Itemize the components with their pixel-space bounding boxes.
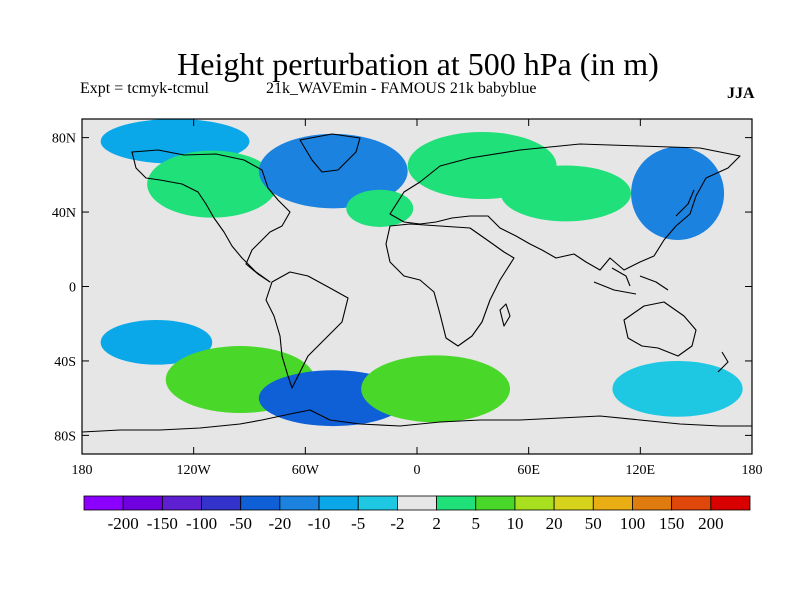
colorbar-label: -2	[390, 514, 404, 533]
colorbar-swatch	[279, 495, 320, 511]
colorbar-label: 20	[546, 514, 563, 533]
experiment-name-label: 21k_WAVEmin - FAMOUS 21k babyblue	[266, 80, 537, 97]
colorbar-label: 50	[585, 514, 602, 533]
coast-eurasia	[389, 143, 741, 271]
coast-japan	[675, 189, 695, 217]
season-label: JJA	[727, 85, 755, 102]
coast-madagascar	[499, 303, 511, 327]
colorbar-swatch	[318, 495, 359, 511]
colorbar-swatch	[83, 495, 124, 511]
colorbar-label: 200	[698, 514, 724, 533]
x-tick-label: 180	[742, 463, 763, 478]
anomaly-region-north-america-high	[147, 150, 278, 218]
x-tick-label: 180	[72, 463, 93, 478]
colorbar-swatch	[710, 495, 751, 511]
y-tick-label: 0	[69, 281, 76, 296]
coast-africa	[385, 223, 515, 347]
colorbar-swatch	[592, 495, 633, 511]
colorbar-swatch	[514, 495, 555, 511]
colorbar-swatch	[475, 495, 516, 511]
x-tick-label: 60W	[292, 463, 320, 478]
colorbar-swatch	[671, 495, 712, 511]
colorbar: -200 -150 -100 -50 -20 -10 -5 -2 2 5 10 20 50 100 150 2…	[83, 495, 751, 533]
y-tick-label: 40S	[54, 355, 76, 370]
colorbar-swatch	[122, 495, 163, 511]
anomaly-region-south-atlantic-high	[361, 355, 511, 423]
colorbar-label: -50	[229, 514, 252, 533]
colorbar-swatch	[632, 495, 673, 511]
coast-south-america	[265, 271, 349, 389]
colorbar-swatch	[357, 495, 398, 511]
anomaly-region-australia-low	[612, 360, 743, 417]
coast-australia	[623, 301, 697, 357]
colorbar-label: 10	[506, 514, 523, 533]
colorbar-label: -10	[308, 514, 331, 533]
y-tick-label: 80S	[54, 429, 76, 444]
experiment-label: Expt = tcmyk-tcmul	[80, 80, 209, 97]
anomaly-region-south-pacific-low	[100, 320, 213, 365]
colorbar-label: 100	[620, 514, 646, 533]
anomaly-regions	[82, 119, 743, 427]
coast-greenland	[299, 133, 361, 173]
anomaly-region-east-asia-low	[631, 146, 725, 240]
colorbar-label: -150	[147, 514, 178, 533]
anomaly-region-indian-ocean-low	[472, 333, 585, 371]
coast-north-america	[131, 149, 291, 283]
coast-antarctica	[82, 409, 752, 433]
x-tick-label: 120W	[177, 463, 212, 478]
y-tick-label: 40N	[52, 206, 76, 221]
colorbar-label: 150	[659, 514, 685, 533]
x-tick-label: 120E	[626, 463, 656, 478]
coast-new-zealand	[717, 351, 729, 373]
colorbar-label: -100	[186, 514, 217, 533]
colorbar-label: -5	[351, 514, 365, 533]
coast-maritime-continent	[593, 267, 669, 295]
anomaly-region-central-asia-high	[500, 165, 632, 222]
x-tick-label: 0	[414, 463, 421, 478]
y-tick-label: 80N	[52, 132, 76, 147]
plot-title: Height perturbation at 500 hPa (in m)	[177, 46, 659, 82]
colorbar-swatch	[397, 495, 437, 511]
colorbar-swatch	[240, 495, 281, 511]
colorbar-label: -20	[269, 514, 292, 533]
colorbar-swatch	[553, 495, 594, 511]
x-tick-label: 60E	[517, 463, 540, 478]
map-area	[82, 119, 752, 454]
colorbar-swatch	[436, 495, 477, 511]
colorbar-label: 5	[472, 514, 481, 533]
map-axes: 180 120W 60W 0 60E 120E 180 80N 40N 0 40S 80S	[52, 119, 763, 478]
colorbar-label: 2	[432, 514, 441, 533]
colorbar-label: -200	[108, 514, 139, 533]
colorbar-swatch	[161, 495, 202, 511]
coastlines	[82, 133, 752, 433]
colorbar-swatch	[201, 495, 242, 511]
